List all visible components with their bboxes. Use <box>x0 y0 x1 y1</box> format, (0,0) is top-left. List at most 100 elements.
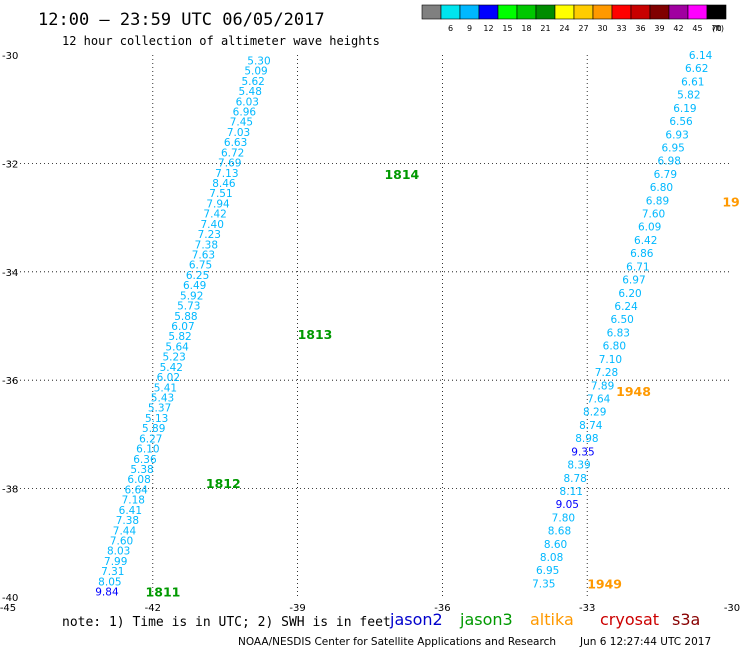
scale-label: 21 <box>540 24 550 33</box>
y-tick-label: -36 <box>2 376 18 387</box>
scale-swatch <box>611 4 632 20</box>
color-scale-legend: 6 9 12 15 18 21 24 27 30 33 36 39 42 45 70(ft) <box>421 4 727 33</box>
scale-label: 18 <box>521 24 531 33</box>
x-tick-label: -42 <box>145 603 161 614</box>
satellite-legend-jason2: jason2 <box>389 610 443 629</box>
scale-label: 24 <box>559 24 569 33</box>
wave-height-value: 7.45 <box>230 117 253 129</box>
wave-height-value: 5.38 <box>130 464 153 476</box>
x-tick-label: -30 <box>724 603 740 614</box>
scale-swatch <box>421 4 442 20</box>
wave-height-value: 7.23 <box>198 229 221 241</box>
wave-height-value: 7.42 <box>203 209 226 221</box>
scale-swatch <box>497 4 518 20</box>
scale-label: 42 <box>673 24 683 33</box>
wave-height-value: 6.08 <box>127 474 150 486</box>
wave-height-value: 6.79 <box>654 169 677 181</box>
y-tick-label: -38 <box>2 485 18 496</box>
wave-height-value: 7.40 <box>201 219 224 231</box>
wave-height-value: 6.07 <box>171 321 194 333</box>
credit-text: NOAA/NESDIS Center for Satellite Applica… <box>238 636 556 648</box>
scale-swatch <box>687 4 708 20</box>
x-tick-label: -36 <box>434 603 450 614</box>
wave-height-value: 6.25 <box>186 270 209 282</box>
y-tick-label: -34 <box>2 268 18 279</box>
scale-swatch <box>554 4 575 20</box>
y-tick-label: -30 <box>2 51 18 62</box>
wave-height-value: 5.23 <box>162 352 185 364</box>
wave-height-value: 6.98 <box>658 156 681 168</box>
wave-height-value: 7.44 <box>113 525 137 537</box>
wave-height-value: 5.82 <box>677 90 700 102</box>
wave-height-value: 6.56 <box>669 116 693 128</box>
wave-height-value: 5.42 <box>160 362 183 374</box>
scale-swatch <box>535 4 556 20</box>
wave-height-value: 6.64 <box>124 484 148 496</box>
scale-swatch <box>573 4 594 20</box>
scale-label: 45 <box>692 24 702 33</box>
wave-height-value: 8.08 <box>540 552 563 564</box>
scale-label: 9 <box>467 24 472 33</box>
scale-swatch <box>668 4 689 20</box>
wave-height-value: 5.92 <box>180 290 203 302</box>
wave-height-value: 6.83 <box>607 327 630 339</box>
wave-height-value: 6.41 <box>119 505 142 517</box>
scale-label: 30 <box>597 24 607 33</box>
wave-height-value: 7.38 <box>116 515 139 527</box>
scale-swatch <box>516 4 537 20</box>
wave-height-value: 6.95 <box>661 142 684 154</box>
wave-height-value: 5.48 <box>239 86 262 98</box>
wave-height-value: 6.93 <box>665 129 688 141</box>
scale-label: 12 <box>483 24 493 33</box>
wave-height-value: 6.97 <box>622 275 645 287</box>
wave-height-value: 6.50 <box>610 314 633 326</box>
time-label: 1948 <box>616 384 651 399</box>
time-label: 1947 <box>722 194 740 209</box>
wave-height-value: 6.19 <box>673 103 696 115</box>
wave-height-value: 8.98 <box>575 433 598 445</box>
wave-height-value: 6.24 <box>614 301 638 313</box>
wave-height-value: 5.73 <box>177 301 200 313</box>
timestamp-text: Jun 6 12:27:44 UTC 2017 <box>579 636 711 648</box>
wave-height-value: 5.41 <box>154 382 177 394</box>
wave-height-value: 5.43 <box>151 393 174 405</box>
wave-height-value: 7.89 <box>591 380 614 392</box>
scale-swatch <box>630 4 651 20</box>
wave-height-value: 7.13 <box>215 168 238 180</box>
wave-height-value: 6.10 <box>136 444 159 456</box>
wave-height-value: 7.10 <box>599 354 622 366</box>
y-tick-label: -40 <box>2 593 18 604</box>
wave-height-value: 6.75 <box>189 260 212 272</box>
wave-height-value: 6.20 <box>618 288 641 300</box>
scale-swatch <box>706 4 727 20</box>
wave-height-value: 6.49 <box>183 280 206 292</box>
x-tick-label: -33 <box>579 603 595 614</box>
time-label: 1814 <box>384 167 419 182</box>
scale-label: 6 <box>448 24 453 33</box>
wave-height-value: 5.37 <box>148 403 171 415</box>
wave-height-value: 5.30 <box>247 55 270 67</box>
wave-height-value: 7.18 <box>122 495 145 507</box>
wave-height-value: 6.14 <box>689 50 713 62</box>
wave-height-value: 5.82 <box>168 331 191 343</box>
satellite-legend-cryosat: cryosat <box>600 610 659 629</box>
wave-height-value: 9.05 <box>556 499 579 511</box>
wave-height-value: 8.60 <box>544 539 567 551</box>
wave-height-value: 6.95 <box>536 565 559 577</box>
satellite-legend-s3a: s3a <box>672 610 700 629</box>
y-tick-label: -32 <box>2 159 18 170</box>
wave-height-value: 5.13 <box>145 413 168 425</box>
scale-label: 70 <box>711 24 721 33</box>
wave-height-value: 8.29 <box>583 407 606 419</box>
wave-height-value: 6.89 <box>646 195 669 207</box>
time-label: 1811 <box>146 585 181 600</box>
wave-height-value: 8.68 <box>548 526 571 538</box>
wave-height-value: 7.69 <box>218 158 241 170</box>
wave-height-value: 7.03 <box>227 127 250 139</box>
wave-height-value: 8.46 <box>212 178 236 190</box>
scale-swatch <box>440 4 461 20</box>
wave-height-value: 7.99 <box>104 556 127 568</box>
wave-height-value: 7.94 <box>206 198 230 210</box>
satellite-legend-jason3: jason3 <box>459 610 513 629</box>
